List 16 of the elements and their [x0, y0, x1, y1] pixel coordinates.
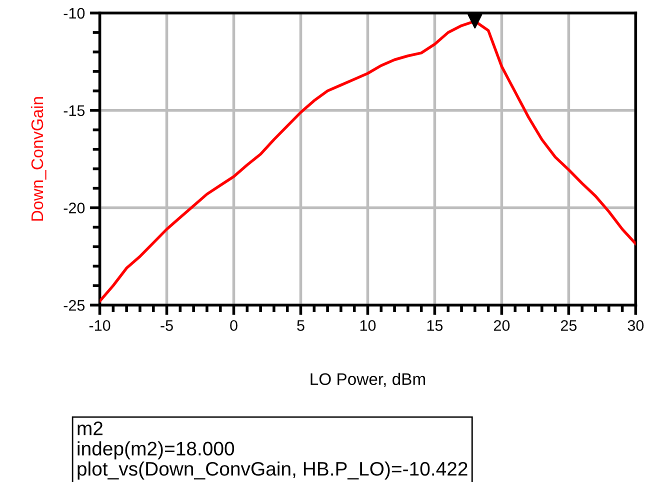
x-tick-label: -10	[89, 320, 110, 331]
y-tick-label: -15	[64, 105, 85, 116]
x-tick-label: 5	[297, 320, 304, 331]
x-tick-label: -5	[160, 320, 173, 331]
x-tick-label: 15	[427, 320, 443, 331]
y-axis-title: Down_ConvGain	[30, 97, 46, 221]
x-tick-label: 25	[560, 320, 577, 331]
y-tick-label: -25	[64, 300, 85, 311]
x-tick-label: 0	[230, 320, 238, 331]
text: m2 indep(m2)=18.000 plot_vs(Down_ConvGain, HB.P_LO)=-10.422	[78, 422, 468, 480]
x-tick-label: 30	[628, 320, 644, 331]
y-tick-label: -20	[64, 202, 85, 214]
x-tick-label: 10	[360, 320, 376, 331]
x-axis-title: LO Power, dBm	[310, 372, 425, 388]
y-tick-label: -10	[64, 8, 85, 19]
x-tick-label: 20	[494, 320, 510, 331]
